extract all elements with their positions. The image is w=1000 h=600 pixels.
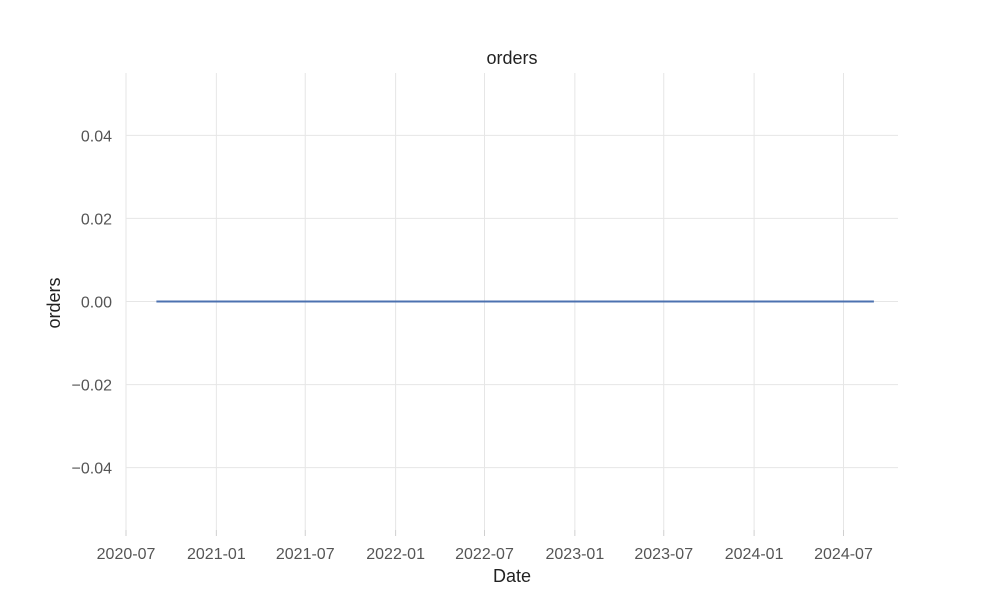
y-tick-label: 0.04 — [81, 128, 112, 145]
x-tick-label: 2022-01 — [366, 546, 425, 563]
x-tick-label: 2023-07 — [634, 546, 693, 563]
x-axis: 2020-07 2021-01 2021-07 2022-01 2022-07 2023-… — [97, 530, 873, 563]
y-axis: −0.04 −0.02 0.00 0.02 0.04 — [72, 128, 113, 477]
x-tick-label: 2021-07 — [276, 546, 335, 563]
chart-title: orders — [486, 48, 537, 68]
y-axis-title: orders — [44, 277, 64, 328]
y-tick-label: 0.02 — [81, 211, 112, 228]
x-tick-label: 2020-07 — [97, 546, 156, 563]
x-tick-label: 2022-07 — [455, 546, 514, 563]
y-tick-label: −0.04 — [72, 461, 113, 478]
y-tick-label: 0.00 — [81, 295, 112, 312]
x-tick-label: 2024-01 — [725, 546, 784, 563]
x-tick-label: 2023-01 — [546, 546, 605, 563]
x-axis-title: Date — [493, 566, 531, 586]
x-tick-label: 2024-07 — [814, 546, 873, 563]
y-tick-label: −0.02 — [72, 378, 113, 395]
x-tick-label: 2021-01 — [187, 546, 246, 563]
